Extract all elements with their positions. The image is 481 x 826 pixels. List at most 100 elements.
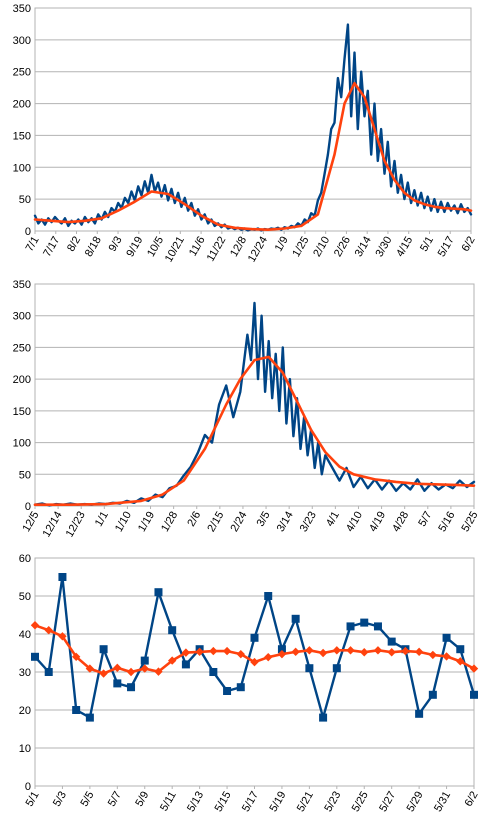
data-point-avg xyxy=(58,632,67,641)
data-point-raw xyxy=(291,614,300,623)
data-point-raw xyxy=(58,573,67,581)
x-tick-label: 5/13 xyxy=(185,790,206,815)
y-tick-label: 10 xyxy=(19,743,31,755)
data-point-avg xyxy=(30,621,40,630)
y-tick-label: 30 xyxy=(19,667,31,679)
x-tick-label: 12/24 xyxy=(246,235,270,265)
x-tick-label: 3/5 xyxy=(255,510,273,529)
x-tick-label: 9/19 xyxy=(124,235,145,260)
x-tick-label: 5/1 xyxy=(418,235,436,254)
data-point-raw xyxy=(373,622,382,631)
data-point-raw xyxy=(360,618,369,627)
x-tick-label: 1/9 xyxy=(273,235,291,254)
data-point-avg xyxy=(428,650,438,660)
x-tick-label: 8/2 xyxy=(65,235,83,254)
series-line-avg xyxy=(33,355,476,506)
data-point-avg xyxy=(469,664,479,673)
x-tick-label: 5/29 xyxy=(405,790,426,815)
data-point-avg xyxy=(236,649,245,659)
data-point-raw xyxy=(264,592,273,600)
x-tick-label: 2/24 xyxy=(228,510,249,535)
x-tick-label: 4/10 xyxy=(344,510,365,535)
x-tick-label: 5/23 xyxy=(322,790,343,815)
data-point-avg xyxy=(264,652,273,662)
x-tick-label: 5/11 xyxy=(158,790,179,814)
x-tick-label: 4/19 xyxy=(367,510,388,535)
data-point-avg xyxy=(401,646,410,656)
x-tick-label: 1/1 xyxy=(93,510,111,529)
y-tick-label: 40 xyxy=(19,629,31,641)
data-point-avg xyxy=(456,657,465,666)
x-tick-label: 5/9 xyxy=(133,790,151,809)
data-point-raw xyxy=(332,664,341,673)
x-tick-label: 6/2 xyxy=(460,235,478,254)
data-point-avg xyxy=(140,664,149,673)
x-tick-label: 5/25 xyxy=(350,790,371,815)
x-tick-label: 10/21 xyxy=(163,235,187,265)
y-tick-label: 250 xyxy=(13,67,31,79)
x-tick-label: 5/5 xyxy=(78,790,96,809)
x-tick-label: 4/15 xyxy=(394,235,415,260)
x-tick-label: 5/7 xyxy=(416,510,434,529)
x-tick-label: 5/16 xyxy=(436,510,457,535)
data-point-avg xyxy=(209,646,218,656)
data-point-avg xyxy=(318,648,328,658)
y-tick-label: 200 xyxy=(13,99,31,111)
data-point-raw xyxy=(99,645,108,654)
data-point-avg xyxy=(387,648,396,657)
data-point-raw xyxy=(470,690,478,699)
x-tick-label: 2/10 xyxy=(311,235,332,260)
data-point-raw xyxy=(113,679,122,688)
y-tick-label: 200 xyxy=(13,374,31,386)
data-point-raw xyxy=(168,626,177,635)
data-point-raw xyxy=(456,645,465,654)
x-tick-label: 6/2 xyxy=(463,790,481,809)
x-tick-label: 2/6 xyxy=(185,510,203,529)
x-tick-label: 5/17 xyxy=(436,235,457,260)
series-line-raw xyxy=(33,301,476,507)
x-tick-label: 4/1 xyxy=(324,510,342,529)
data-point-avg xyxy=(167,656,177,665)
data-point-avg xyxy=(113,663,122,673)
data-point-raw xyxy=(127,683,136,692)
x-tick-label: 11/22 xyxy=(205,235,229,264)
data-point-avg xyxy=(291,647,300,657)
x-tick-label: 5/3 xyxy=(51,790,69,809)
data-point-raw xyxy=(44,668,53,676)
y-tick-label: 150 xyxy=(13,130,31,142)
x-tick-label: 3/14 xyxy=(353,235,374,260)
x-tick-label: 11/6 xyxy=(187,235,208,259)
data-point-raw xyxy=(154,588,163,597)
data-point-raw xyxy=(387,637,396,646)
y-tick-label: 250 xyxy=(13,342,31,354)
y-tick-label: 50 xyxy=(19,469,31,481)
data-point-avg xyxy=(373,646,383,655)
data-point-avg xyxy=(305,646,314,655)
x-tick-label: 2/15 xyxy=(205,510,226,535)
x-tick-label: 1/19 xyxy=(136,510,157,535)
data-point-avg xyxy=(99,669,108,678)
x-tick-label: 12/5 xyxy=(20,510,41,535)
data-point-raw xyxy=(31,652,39,661)
data-point-raw xyxy=(277,645,286,654)
x-tick-label: 8/18 xyxy=(83,235,104,260)
y-tick-label: 0 xyxy=(25,226,31,238)
x-tick-label: 1/10 xyxy=(113,510,134,535)
x-tick-label: 5/15 xyxy=(213,790,234,815)
data-point-raw xyxy=(415,709,424,718)
data-point-avg xyxy=(277,649,287,659)
x-tick-label: 9/3 xyxy=(107,235,125,254)
y-tick-label: 100 xyxy=(13,438,31,450)
data-point-avg xyxy=(181,648,191,657)
y-tick-label: 300 xyxy=(13,35,31,47)
x-tick-label: 3/30 xyxy=(373,235,394,260)
data-point-avg xyxy=(442,652,451,661)
y-tick-label: 300 xyxy=(13,311,31,323)
x-tick-label: 4/28 xyxy=(390,510,411,535)
data-point-raw xyxy=(346,622,355,631)
data-point-avg xyxy=(346,646,355,655)
data-point-raw xyxy=(319,713,328,722)
